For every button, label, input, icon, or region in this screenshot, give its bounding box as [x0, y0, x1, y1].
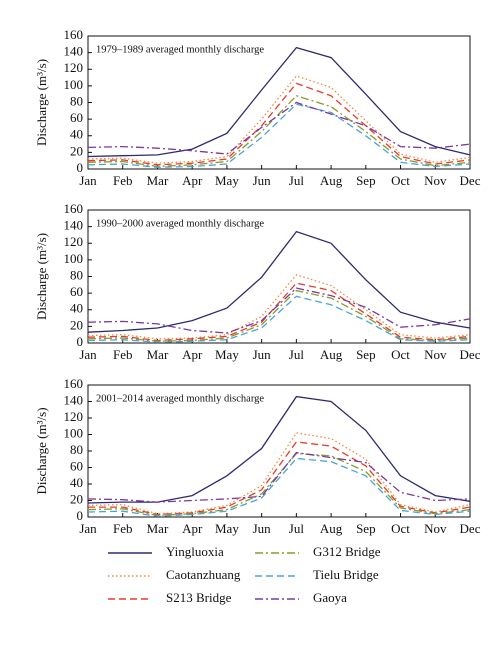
y-tick-label: 100: [64, 77, 84, 92]
y-tick-label: 40: [70, 301, 83, 316]
y-tick-label: 0: [77, 334, 84, 349]
x-tick-label: Nov: [424, 347, 447, 362]
y-tick-label: 100: [64, 251, 84, 266]
y-tick-label: 40: [70, 127, 83, 142]
y-tick-label: 60: [70, 284, 83, 299]
legend-label: Tielu Bridge: [313, 567, 379, 582]
y-axis-label: Discharge (m³/s): [34, 59, 49, 146]
x-tick-label: Feb: [113, 173, 133, 188]
x-tick-label: Dec: [460, 521, 481, 536]
panel-title: 2001–2014 averaged monthly discharge: [96, 393, 264, 404]
y-tick-label: 0: [77, 508, 84, 523]
legend-label: S213 Bridge: [166, 590, 232, 605]
series-line: [87, 432, 471, 515]
y-tick-label: 160: [64, 376, 84, 391]
series-line: [87, 82, 471, 166]
x-tick-label: Apr: [182, 521, 203, 536]
x-tick-label: Aug: [320, 173, 343, 188]
x-tick-label: Nov: [424, 521, 447, 536]
x-tick-label: Mar: [147, 521, 169, 536]
x-tick-label: Aug: [320, 347, 343, 362]
legend-label: G312 Bridge: [313, 544, 381, 559]
y-tick-label: 80: [70, 267, 83, 282]
x-tick-label: Jun: [253, 173, 272, 188]
x-tick-label: Jul: [289, 347, 305, 362]
plot-frame: [87, 35, 471, 170]
y-axis-label: Discharge (m³/s): [34, 407, 49, 494]
x-tick-label: Mar: [147, 173, 169, 188]
x-tick-label: Jan: [79, 521, 97, 536]
series-line: [87, 230, 471, 333]
x-tick-label: Feb: [113, 521, 133, 536]
x-tick-label: Dec: [460, 173, 481, 188]
x-tick-label: Apr: [182, 347, 203, 362]
series-line: [87, 287, 471, 334]
x-tick-label: Jul: [289, 521, 305, 536]
series-line: [87, 452, 471, 517]
x-tick-label: Aug: [320, 521, 343, 536]
x-tick-label: Nov: [424, 173, 447, 188]
x-tick-label: May: [215, 173, 239, 188]
y-tick-label: 160: [64, 27, 84, 42]
y-tick-label: 120: [64, 234, 84, 249]
y-tick-label: 160: [64, 201, 84, 216]
series-line: [87, 103, 471, 168]
x-tick-label: Sep: [356, 521, 376, 536]
y-tick-label: 20: [70, 143, 83, 158]
legend-label: Caotanzhuang: [166, 567, 241, 582]
x-tick-label: Oct: [391, 521, 410, 536]
x-tick-label: Sep: [356, 347, 376, 362]
y-tick-label: 60: [70, 458, 83, 473]
y-tick-label: 100: [64, 425, 84, 440]
y-tick-label: 140: [64, 218, 84, 233]
x-tick-label: Jun: [253, 521, 272, 536]
y-tick-label: 20: [70, 491, 83, 506]
y-tick-label: 140: [64, 392, 84, 407]
y-tick-label: 60: [70, 110, 83, 125]
x-tick-label: Feb: [113, 347, 133, 362]
x-tick-label: Oct: [391, 173, 410, 188]
series-line: [87, 101, 471, 155]
legend-label: Yingluoxia: [166, 544, 224, 559]
plot-frame: [87, 384, 471, 518]
series-line: [87, 95, 471, 168]
x-tick-label: Jul: [289, 173, 305, 188]
y-tick-label: 80: [70, 93, 83, 108]
plot-frame: [87, 209, 471, 344]
y-tick-label: 140: [64, 44, 84, 59]
series-line: [87, 46, 471, 158]
series-line: [87, 457, 471, 517]
x-tick-label: Jun: [253, 347, 272, 362]
x-tick-label: Sep: [356, 173, 376, 188]
y-tick-label: 120: [64, 409, 84, 424]
y-tick-label: 120: [64, 60, 84, 75]
series-line: [87, 75, 471, 164]
y-tick-label: 0: [77, 160, 84, 175]
x-tick-label: Mar: [147, 347, 169, 362]
x-tick-label: May: [215, 521, 239, 536]
legend-label: Gaoya: [313, 590, 347, 605]
x-tick-label: Dec: [460, 347, 481, 362]
y-tick-label: 40: [70, 475, 83, 490]
y-axis-label: Discharge (m³/s): [34, 233, 49, 320]
series-line: [87, 295, 471, 343]
panel-title: 1990–2000 averaged monthly discharge: [96, 218, 264, 229]
y-tick-label: 80: [70, 442, 83, 457]
x-tick-label: Jan: [79, 173, 97, 188]
panel-title: 1979–1989 averaged monthly discharge: [96, 44, 264, 55]
x-tick-label: Oct: [391, 347, 410, 362]
x-tick-label: Jan: [79, 347, 97, 362]
series-line: [87, 282, 471, 342]
y-tick-label: 20: [70, 317, 83, 332]
series-line: [87, 395, 471, 504]
x-tick-label: Apr: [182, 173, 203, 188]
x-tick-label: May: [215, 347, 239, 362]
